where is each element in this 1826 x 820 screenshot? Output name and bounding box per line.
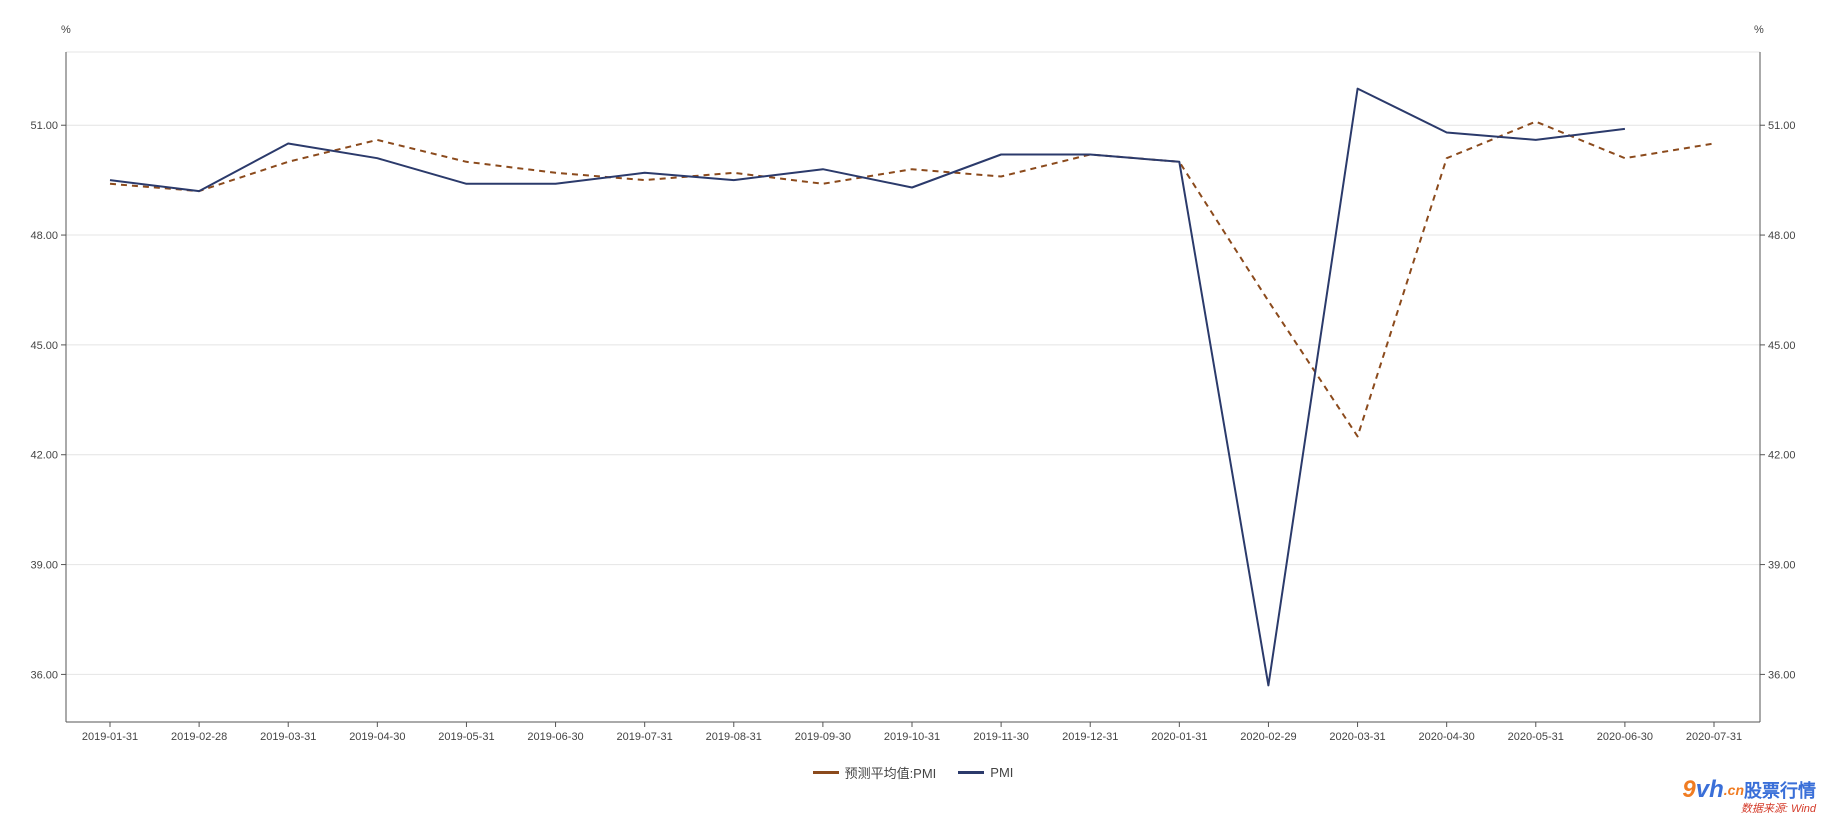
x-tick-label: 2019-03-31	[260, 731, 316, 743]
y-tick-label-right: 39.00	[1768, 560, 1796, 572]
legend-label-pmi: PMI	[990, 765, 1014, 780]
y-tick-label-right: 51.00	[1768, 120, 1796, 132]
y-tick-label-left: 45.00	[30, 340, 58, 352]
legend-label-forecast: 预测平均值:PMI	[844, 766, 937, 781]
y-tick-label-left: 39.00	[30, 560, 58, 572]
watermark-source: 数据来源: Wind	[1740, 803, 1816, 815]
y-tick-label-right: 36.00	[1768, 669, 1796, 681]
legend-swatch-pmi	[958, 771, 985, 774]
x-tick-label: 2019-08-31	[706, 731, 762, 743]
x-tick-label: 2020-01-31	[1151, 731, 1207, 743]
x-tick-label: 2020-07-31	[1686, 731, 1742, 743]
x-tick-label: 2019-12-31	[1062, 731, 1118, 743]
y-tick-label-left: 36.00	[30, 669, 58, 681]
y-tick-label-right: 48.00	[1768, 230, 1796, 242]
y-tick-label-right: 42.00	[1768, 450, 1796, 462]
x-tick-label: 2019-07-31	[617, 731, 673, 743]
x-tick-label: 2020-05-31	[1508, 731, 1564, 743]
x-tick-label: 2019-05-31	[438, 731, 494, 743]
x-tick-label: 2020-03-31	[1329, 731, 1385, 743]
y-axis-left-ticks: 36.00 39.00 42.00 45.00 48.00 51.00	[30, 120, 58, 681]
x-tick-label: 2020-04-30	[1419, 731, 1475, 743]
legend: 预测平均值:PMI PMI	[0, 763, 1826, 782]
x-tick-label: 2019-11-30	[973, 731, 1028, 743]
series-lines	[109, 87, 1715, 687]
legend-item-pmi[interactable]: PMI	[958, 763, 1013, 782]
y-axis-right-ticks: 36.00 39.00 42.00 45.00 48.00 51.00	[1768, 120, 1796, 681]
y-unit-right: %	[1754, 24, 1764, 36]
x-tick-label: 2019-10-31	[884, 731, 940, 743]
legend-swatch-forecast	[812, 771, 839, 774]
x-tick-label: 2020-02-29	[1240, 731, 1296, 743]
x-tick-label: 2019-01-31	[82, 731, 138, 743]
y-tick-label-left: 51.00	[30, 120, 58, 132]
watermark-logo: 9vh.cn股票行情	[1682, 776, 1816, 803]
series-line-forecast	[109, 120, 1715, 438]
x-tick-label: 2019-04-30	[349, 731, 405, 743]
y-tick-label-left: 42.00	[30, 450, 58, 462]
series-line-pmi	[109, 87, 1626, 687]
x-tick-label: 2020-06-30	[1597, 731, 1653, 743]
watermark: 9vh.cn股票行情 数据来源: Wind	[1682, 776, 1816, 816]
x-tick-label: 2019-06-30	[527, 731, 583, 743]
x-tick-label: 2019-09-30	[795, 731, 851, 743]
axes	[61, 52, 1765, 727]
grid-lines	[66, 51, 1760, 675]
x-axis-ticks: 2019-01-31 2019-02-28 2019-03-31 2019-04-30…	[82, 731, 1742, 743]
y-tick-label-right: 45.00	[1768, 340, 1796, 352]
y-tick-label-left: 48.00	[30, 230, 58, 242]
y-unit-left: %	[61, 24, 71, 36]
x-tick-label: 2019-02-28	[171, 731, 227, 743]
legend-item-forecast[interactable]: 预测平均值:PMI	[812, 763, 937, 782]
